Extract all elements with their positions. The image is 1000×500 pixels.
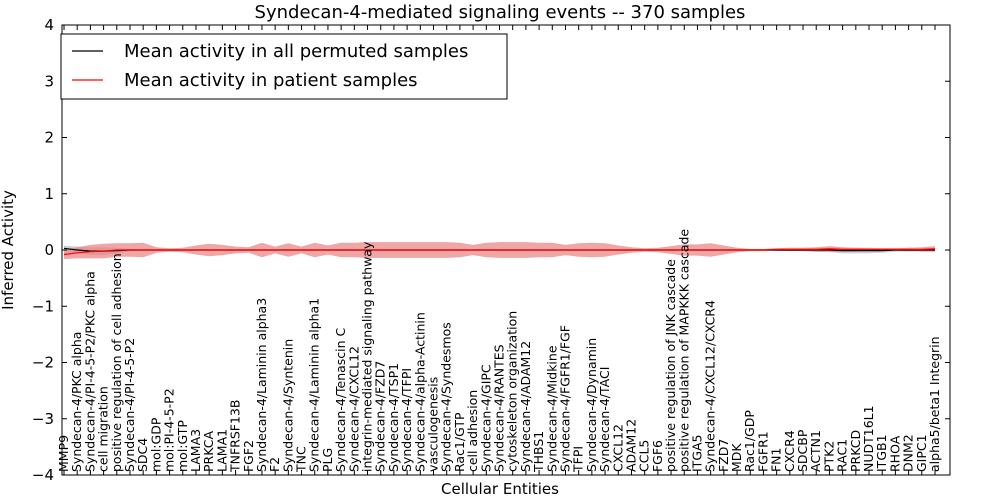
x-tick-label: PTK2 bbox=[821, 441, 836, 472]
y-tick-label: −1 bbox=[32, 297, 54, 315]
x-tick-label: Syndecan-4/Laminin alpha3 bbox=[254, 298, 269, 472]
x-tick-label: Syndecan-4/ADAM12 bbox=[518, 341, 533, 472]
x-tick-label: MMP9 bbox=[56, 435, 71, 472]
x-tick-label: Syndecan-4/Dynamin bbox=[584, 338, 599, 472]
x-tick-label: CXCR4 bbox=[782, 430, 797, 472]
x-tick-label: ITGB1 bbox=[874, 434, 889, 472]
x-tick-label: TFPI bbox=[571, 446, 586, 473]
y-tick-label: 3 bbox=[44, 72, 54, 90]
x-tick-label: Rac1/GTP bbox=[452, 412, 467, 472]
y-tick-label: −3 bbox=[32, 410, 54, 428]
x-tick-label: Syndecan-4/alpha-Actinin bbox=[412, 312, 427, 472]
y-tick-label: 2 bbox=[44, 129, 54, 147]
legend-label-patient: Mean activity in patient samples bbox=[124, 70, 418, 91]
x-tick-label: SDCBP bbox=[795, 429, 810, 472]
y-tick-label: −4 bbox=[32, 466, 54, 484]
x-tick-label: Syndecan-4/FGFR1/FGF bbox=[557, 325, 572, 472]
x-tick-label: positive regulation of JNK cascade bbox=[663, 259, 678, 472]
x-tick-label: Rac1/GDP bbox=[742, 410, 757, 472]
x-tick-label: Syndecan-4/TFPI bbox=[399, 368, 414, 472]
y-tick-label: −2 bbox=[32, 354, 54, 372]
series-lines bbox=[63, 247, 936, 256]
x-tick-label: Syndecan-4/TSP1 bbox=[386, 363, 401, 472]
x-tick-label: LAMA3 bbox=[188, 429, 203, 472]
y-axis: 4 3 2 1 0 −1 −2 −3 −4 bbox=[32, 16, 950, 484]
x-tick-label: Syndecan-4/CXCL12/CXCR4 bbox=[703, 300, 718, 472]
x-tick-label: ADAM12 bbox=[623, 419, 638, 472]
x-tick-label: THBS1 bbox=[531, 431, 546, 473]
x-tick-label: Syndecan-4/PI-4-5-P2 bbox=[122, 338, 137, 472]
y-tick-label: 1 bbox=[44, 185, 54, 203]
x-tick-label: Syndecan-4/RANTES bbox=[492, 344, 507, 472]
legend-label-permuted: Mean activity in all permuted samples bbox=[124, 41, 468, 62]
x-tick-label: PLG bbox=[320, 448, 335, 472]
series-line-patient bbox=[63, 248, 936, 256]
x-tick-label: GIPC1 bbox=[914, 434, 929, 472]
x-tick-label: mol:GTP bbox=[175, 420, 190, 472]
x-tick-label: mol:PI-4-5-P2 bbox=[162, 388, 177, 472]
x-tick-label: Syndecan-4/Laminin alpha1 bbox=[307, 298, 322, 472]
x-tick-label: DNM2 bbox=[901, 434, 916, 472]
x-tick-label: RHOA bbox=[887, 435, 902, 472]
x-tick-label: Syndecan-4/FZD7 bbox=[373, 361, 388, 472]
x-tick-label: positive regulation of MAPKKK cascade bbox=[676, 229, 691, 472]
x-tick-label: LAMA1 bbox=[214, 429, 229, 472]
y-axis-label: Inferred Activity bbox=[0, 190, 17, 310]
x-tick-label: Syndecan-4/PI-4-5-P2/PKC alpha bbox=[82, 271, 97, 472]
x-tick-label: NUDT16L1 bbox=[861, 405, 876, 472]
x-tick-label: ITGA5 bbox=[689, 434, 704, 472]
x-tick-label: integrin-mediated signaling pathway bbox=[360, 241, 375, 472]
x-tick-label: Syndecan-4/Midkine bbox=[544, 345, 559, 472]
x-tick-label: Syndecan-4/Syndesmos bbox=[439, 322, 454, 472]
y-tick-label: 0 bbox=[44, 241, 54, 259]
x-tick-label: Syndecan-4/GIPC bbox=[478, 364, 493, 472]
y-tick-label: 4 bbox=[44, 16, 54, 34]
x-tick-label: FGF6 bbox=[650, 440, 665, 472]
x-tick-label: vasculogenesis bbox=[426, 377, 441, 472]
x-tick-label: FN1 bbox=[769, 448, 784, 473]
x-tick-label: cytoskeleton organization bbox=[505, 311, 520, 472]
x-tick-label: Syndecan-4/PKC alpha bbox=[69, 332, 84, 472]
x-tick-label: PRKCD bbox=[848, 430, 863, 472]
x-tick-label: FGFR1 bbox=[755, 431, 770, 472]
x-tick-label: CCL5 bbox=[637, 440, 652, 472]
legend-box bbox=[60, 33, 508, 100]
x-tick-label: SDC4 bbox=[135, 438, 150, 472]
x-tick-label: alpha5/beta1 Integrin bbox=[927, 336, 942, 472]
x-tick-label: mol:GDP bbox=[148, 417, 163, 472]
x-tick-label: cell adhesion bbox=[465, 390, 480, 472]
x-tick-label: CXCL12 bbox=[610, 424, 625, 472]
x-tick-label: PRKCA bbox=[201, 431, 216, 472]
x-tick-label: RAC1 bbox=[835, 439, 850, 472]
x-tick-label: FZD7 bbox=[716, 439, 731, 472]
x-axis-label: Cellular Entities bbox=[441, 480, 559, 498]
chart-title: Syndecan-4-mediated signaling events -- … bbox=[255, 2, 746, 23]
x-tick-label: MDK bbox=[729, 443, 744, 472]
x-tick-label: cell migration bbox=[96, 386, 111, 472]
x-tick-label: FGF2 bbox=[241, 440, 256, 472]
x-tick-label: Syndecan-4/Syntenin bbox=[280, 339, 295, 472]
x-tick-label: TNC bbox=[294, 446, 309, 473]
x-tick-label: Syndecan-4/CXCL12 bbox=[346, 346, 361, 472]
x-tick-label: ACTN1 bbox=[808, 430, 823, 472]
x-tick-label: F2 bbox=[267, 457, 282, 472]
x-tick-label: TNFRSF13B bbox=[228, 400, 243, 473]
x-tick-label: Syndecan-4/Tenascin C bbox=[333, 327, 348, 472]
x-tick-label: positive regulation of cell adhesion bbox=[109, 253, 124, 472]
legend: Mean activity in all permuted samples Me… bbox=[60, 33, 508, 100]
x-tick-label: Syndecan-4/TACI bbox=[597, 367, 612, 472]
